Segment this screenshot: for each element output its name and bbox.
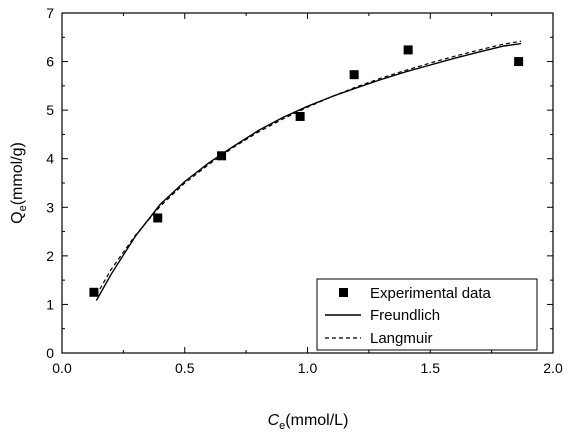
y-tick-label: 0 <box>46 345 54 361</box>
y-tick-label: 2 <box>46 248 54 264</box>
series-line-langmuir <box>95 40 522 296</box>
y-tick-label: 4 <box>46 151 54 167</box>
y-tick-label: 1 <box>46 296 54 312</box>
experimental-points <box>89 45 524 297</box>
legend-label-langmuir: Langmuir <box>370 330 433 347</box>
y-tick-label: 5 <box>46 102 54 118</box>
x-tick-label: 2.0 <box>543 360 563 376</box>
fit-curves <box>95 40 522 301</box>
legend-label-freundlich: Freundlich <box>370 307 440 324</box>
data-point <box>295 111 305 121</box>
x-tick-label: 1.0 <box>298 360 318 376</box>
y-axis-label: Qe(mmol/g) <box>9 142 29 224</box>
x-tick-label: 0.0 <box>52 360 72 376</box>
x-axis-label: Ce(mmol/L) <box>268 412 349 432</box>
data-point <box>153 213 163 223</box>
y-tick-label: 7 <box>46 5 54 21</box>
legend-marker-experimental <box>339 288 348 297</box>
legend-label-experimental: Experimental data <box>370 285 492 302</box>
legend: Experimental data Freundlich Langmuir <box>316 278 538 351</box>
data-point <box>217 151 227 161</box>
data-point <box>89 287 99 297</box>
data-point <box>514 57 524 67</box>
x-tick-label: 1.5 <box>421 360 441 376</box>
data-point <box>403 45 413 55</box>
y-tick-label: 3 <box>46 199 54 215</box>
series-line-freundlich <box>95 42 522 301</box>
y-tick-label: 6 <box>46 54 54 70</box>
data-point <box>349 70 359 80</box>
x-tick-label: 0.5 <box>175 360 195 376</box>
axis-tick-labels: 0.0 0.5 1.0 1.5 2.0 0 1 2 3 4 5 6 7 <box>46 5 563 376</box>
